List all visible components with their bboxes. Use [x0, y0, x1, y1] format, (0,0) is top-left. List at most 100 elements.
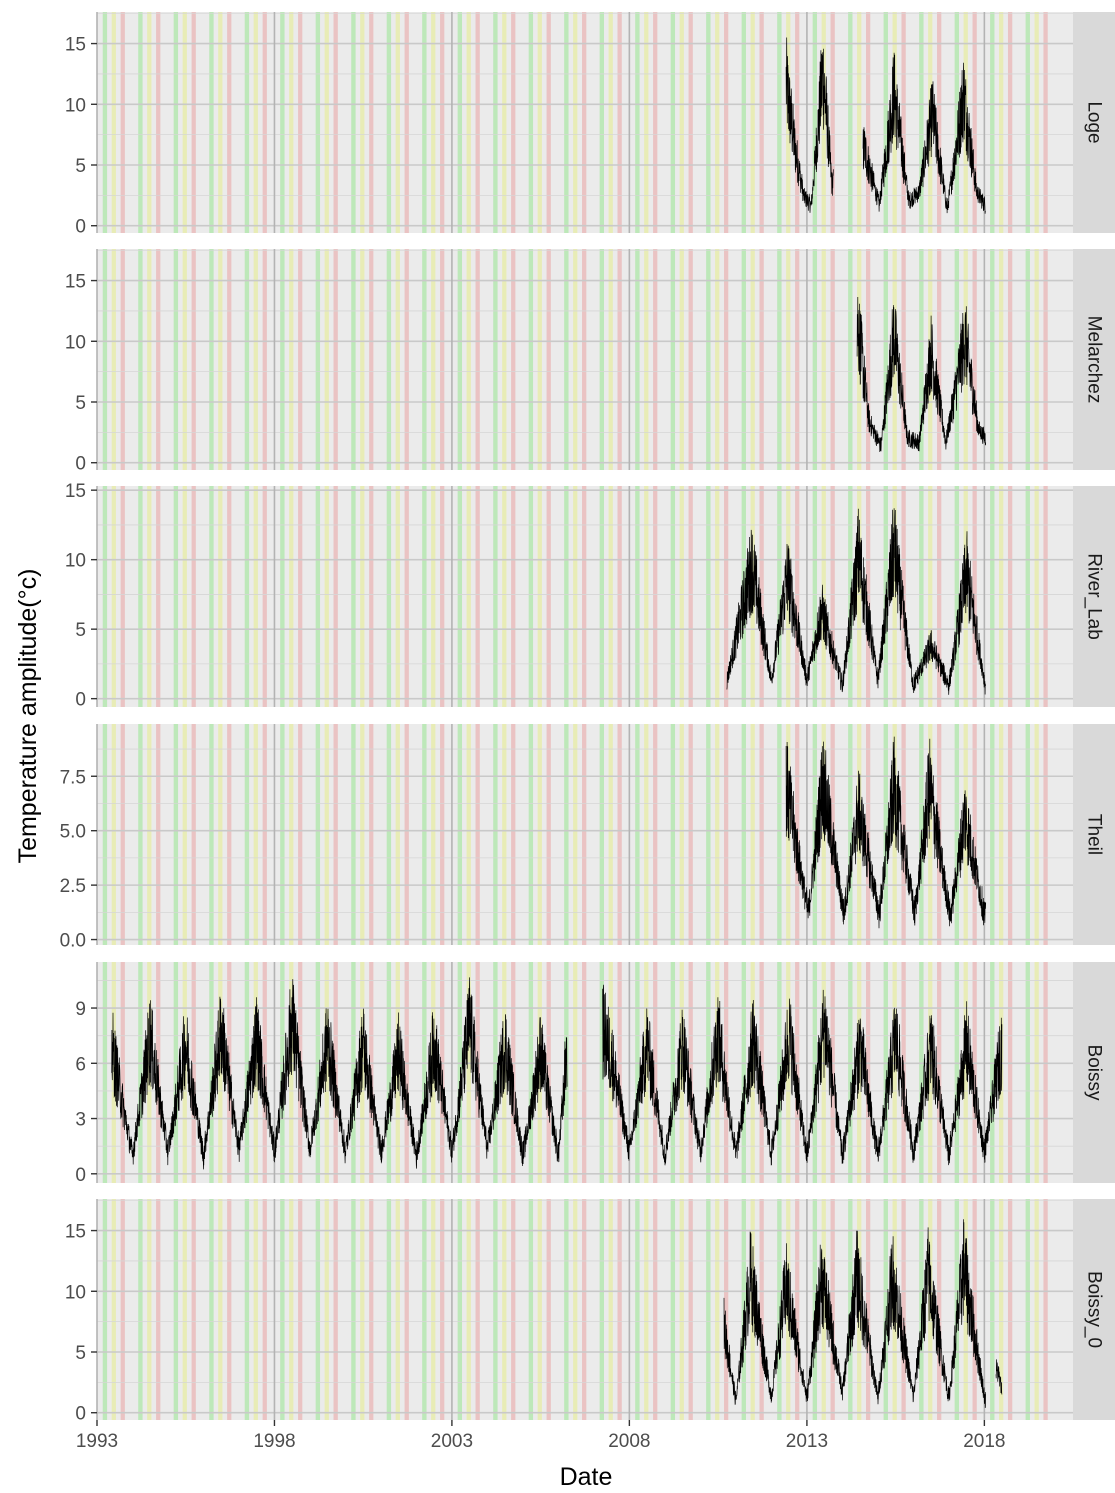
season-band [315, 486, 321, 707]
season-band [830, 962, 835, 1183]
season-band [218, 486, 223, 707]
season-band [236, 12, 240, 233]
season-band [795, 1199, 800, 1420]
grid [96, 1199, 1073, 1420]
season-band [1034, 1199, 1039, 1420]
season-band [759, 12, 764, 233]
season-band [218, 962, 223, 1183]
season-band [102, 486, 108, 707]
season-band [857, 12, 862, 233]
y-tick-label: 7.5 [60, 767, 86, 788]
season-band [1043, 724, 1048, 945]
season-band [298, 1199, 303, 1420]
season-band [342, 486, 346, 707]
season-band [670, 1199, 676, 1420]
season-band [431, 1199, 436, 1420]
season-band [741, 12, 746, 233]
season-band [218, 12, 223, 233]
season-band [937, 12, 942, 233]
season-band [466, 249, 471, 470]
season-band [644, 962, 649, 1183]
season-band [617, 249, 622, 470]
season-band [883, 12, 888, 233]
season-band [866, 486, 871, 707]
season-band [777, 962, 782, 1183]
season-band [342, 1199, 346, 1420]
season-band [360, 486, 365, 707]
season-band [236, 1199, 240, 1420]
season-band [227, 12, 232, 233]
season-band [883, 962, 888, 1183]
season-band [493, 249, 498, 470]
season-band [262, 1199, 267, 1420]
season-band [812, 962, 818, 1183]
y-tick-label: 9 [75, 999, 86, 1020]
season-band [493, 962, 498, 1183]
y-tick-label: 5 [75, 620, 86, 641]
y-tick-label: 6 [75, 1054, 86, 1075]
season-band [156, 486, 161, 707]
season-band [173, 12, 179, 233]
season-band [1025, 962, 1030, 1183]
season-band [830, 486, 835, 707]
facet-label-boissy: Boissy [1084, 1045, 1105, 1101]
season-band [209, 1199, 214, 1420]
season-band [147, 1199, 152, 1420]
season-band [120, 962, 125, 1183]
season-band [679, 12, 684, 233]
season-band [954, 486, 960, 707]
season-band [342, 249, 346, 470]
panel-boissy: 0 3 6 9 Boissy [75, 962, 1115, 1186]
series-line-river_lab [726, 508, 986, 695]
season-band [147, 249, 152, 470]
season-band [777, 249, 782, 470]
series-line-melarchez [856, 296, 987, 453]
season-band [564, 12, 569, 233]
season-band [138, 486, 143, 707]
season-band [395, 249, 400, 470]
season-band [608, 724, 613, 945]
season-band [138, 249, 143, 470]
season-band [369, 724, 374, 945]
season-band [759, 724, 764, 945]
season-band [386, 249, 392, 470]
season-band [1017, 1199, 1021, 1420]
y-tick-label: 0.0 [60, 931, 86, 952]
season-band [360, 12, 365, 233]
season-band [1017, 12, 1021, 233]
season-band [324, 249, 329, 470]
season-band [839, 249, 843, 470]
season-band [1043, 12, 1048, 233]
season-band [555, 249, 559, 470]
season-band [386, 962, 392, 1183]
season-band [431, 724, 436, 945]
season-band [191, 249, 196, 470]
season-band [315, 962, 321, 1183]
season-band [653, 1199, 658, 1420]
season-band [218, 1199, 223, 1420]
season-band [848, 962, 853, 1183]
season-band [413, 1199, 417, 1420]
season-band [644, 249, 649, 470]
season-band [369, 1199, 374, 1420]
season-band [315, 1199, 321, 1420]
season-band [244, 486, 250, 707]
season-band [1017, 724, 1021, 945]
season-band [582, 249, 587, 470]
season-band [431, 12, 436, 233]
season-band [262, 486, 267, 707]
season-band [1052, 1199, 1056, 1420]
x-tick-label: 2003 [431, 1431, 473, 1452]
season-band [617, 962, 622, 1183]
season-band [1034, 249, 1039, 470]
season-band [351, 962, 356, 1183]
series-line-loge [785, 37, 986, 214]
season-band [582, 962, 587, 1183]
season-band [546, 249, 551, 470]
season-band [715, 12, 720, 233]
season-band [706, 12, 711, 233]
grid [96, 12, 1073, 233]
panel-melarchez: 0 5 10 15 Melarchez [65, 249, 1115, 475]
season-band [244, 12, 250, 233]
season-band [573, 1199, 578, 1420]
